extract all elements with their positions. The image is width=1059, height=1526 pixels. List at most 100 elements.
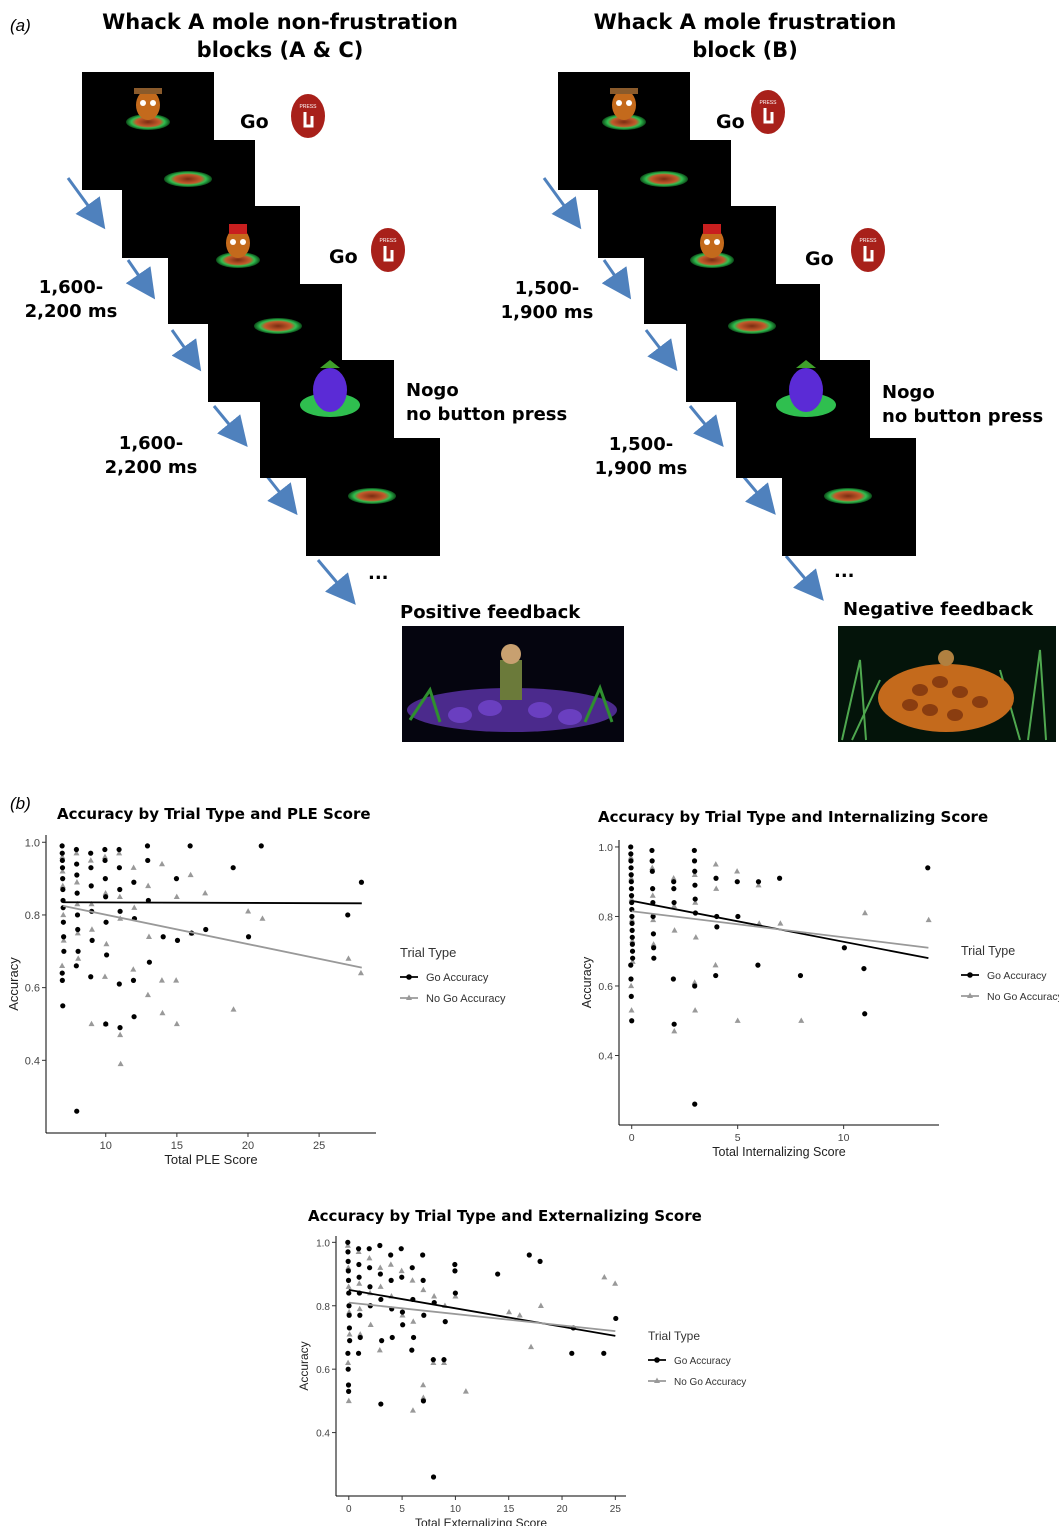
sequence-arrow [688, 405, 724, 447]
nogo-accuracy-point [798, 1017, 805, 1023]
nogo-accuracy-point [145, 882, 152, 889]
go-accuracy-point [117, 886, 123, 893]
go-accuracy-point [59, 857, 65, 864]
go-accuracy-point [526, 1252, 532, 1258]
nogo-accuracy-point [145, 933, 152, 939]
nogo-accuracy-point [101, 973, 108, 979]
nogo-accuracy-point [399, 1312, 406, 1318]
go-accuracy-point [355, 1350, 362, 1356]
go-accuracy-point [104, 952, 110, 958]
go-accuracy-point [692, 896, 698, 902]
nogo-accuracy-point [59, 882, 66, 889]
mole-hole-icon [640, 171, 688, 187]
go-accuracy-point [629, 913, 635, 920]
nogo-accuracy-point [430, 1359, 437, 1366]
nogo-accuracy-point [692, 934, 699, 940]
legend-title: Trial Type [400, 945, 456, 960]
go-accuracy-point [345, 912, 351, 918]
go-accuracy-point [649, 847, 655, 854]
go-accuracy-point [735, 913, 741, 920]
sequence-arrow [316, 559, 356, 605]
go-accuracy-point [366, 1265, 373, 1271]
nogo-accuracy-point [925, 916, 932, 923]
nogo-accuracy-point [650, 941, 657, 947]
nogo-accuracy-point [420, 1381, 427, 1388]
legend-entry: Go Accuracy [426, 972, 489, 984]
go-accuracy-point [61, 934, 67, 940]
nogo-accuracy-point [409, 1277, 416, 1283]
nogo-accuracy-point [357, 969, 364, 976]
go-accuracy-point [73, 846, 80, 853]
nogo-accuracy-point [346, 1308, 353, 1315]
nogo-accuracy-point [861, 909, 868, 916]
nogo-accuracy-point [516, 1312, 523, 1318]
nogo-accuracy-point [649, 864, 656, 871]
go-accuracy-point [102, 846, 108, 853]
go-accuracy-point [355, 1246, 362, 1252]
nogo-accuracy-point [357, 1331, 364, 1337]
nogo-accuracy-point [691, 979, 698, 985]
nogo-accuracy-point [345, 1359, 352, 1366]
nogo-accuracy-point [398, 1267, 405, 1274]
x-tick-label: 20 [556, 1504, 568, 1515]
nogo-accuracy-point [88, 1020, 95, 1027]
go-accuracy-point [103, 1021, 109, 1027]
nogo-accuracy-point [356, 1305, 363, 1312]
panel-b-label: (b) [10, 794, 31, 813]
nogo-sub-label: no button press [882, 406, 1044, 427]
x-tick-label: 25 [610, 1504, 622, 1515]
nogo-accuracy-point [346, 1331, 353, 1337]
legend-key-marker [967, 972, 973, 978]
go-accuracy-point [60, 886, 66, 893]
go-accuracy-point [174, 937, 181, 943]
y-tick-label: 0.4 [25, 1055, 40, 1067]
go-accuracy-point [357, 1334, 363, 1341]
go-accuracy-point [421, 1312, 427, 1318]
nogo-accuracy-point [245, 908, 252, 914]
x-axis-label: Total PLE Score [164, 1152, 257, 1167]
go-accuracy-point [358, 879, 365, 885]
go-accuracy-point [399, 1274, 405, 1280]
sequence-arrow [170, 329, 202, 372]
go-accuracy-point [60, 876, 66, 882]
nogo-accuracy-point [259, 915, 266, 921]
go-accuracy-point [230, 865, 236, 871]
nogo-sub-label: no button press [406, 404, 568, 425]
go-accuracy-point [245, 934, 252, 940]
go-accuracy-point [452, 1268, 458, 1274]
go-accuracy-point [925, 865, 931, 871]
go-accuracy-point [345, 1268, 351, 1274]
go-accuracy-point [861, 965, 867, 972]
press-button-icon: PRESS [371, 228, 405, 272]
nogo-accuracy-point [173, 893, 180, 899]
go-accuracy-point [74, 890, 80, 896]
sequence-arrow [66, 177, 106, 230]
go-accuracy-point [378, 1296, 384, 1303]
right-block-title: Whack A mole frustration block (B) [593, 10, 897, 62]
go-accuracy-point [116, 846, 122, 853]
go-accuracy-point [388, 1277, 394, 1283]
nogo-accuracy-point [116, 849, 123, 856]
go-accuracy-point [345, 1249, 351, 1255]
legend-key-marker [406, 974, 412, 980]
sequence-arrow [125, 259, 156, 300]
nogo-accuracy-point [173, 1020, 180, 1027]
press-button-icon: PRESS [291, 94, 325, 138]
nogo-accuracy-point [629, 937, 636, 943]
go-accuracy-point [258, 843, 264, 849]
x-tick-label: 0 [346, 1504, 352, 1515]
press-button-icon: PRESS [751, 90, 785, 134]
nogo-accuracy-point [87, 857, 94, 863]
mole-farmer-icon [126, 88, 170, 130]
go-accuracy-point [61, 948, 67, 954]
left-block-title: Whack A mole non-frustration blocks (A &… [102, 10, 458, 62]
nogo-accuracy-point [101, 853, 108, 860]
nogo-accuracy-point [102, 889, 109, 896]
go-accuracy-point [409, 1347, 415, 1353]
nogo-accuracy-point [376, 1346, 383, 1353]
nogo-accuracy-point [691, 871, 698, 877]
go-label: Go [805, 248, 834, 270]
go-accuracy-point [692, 868, 698, 874]
go-accuracy-point [399, 1309, 406, 1315]
